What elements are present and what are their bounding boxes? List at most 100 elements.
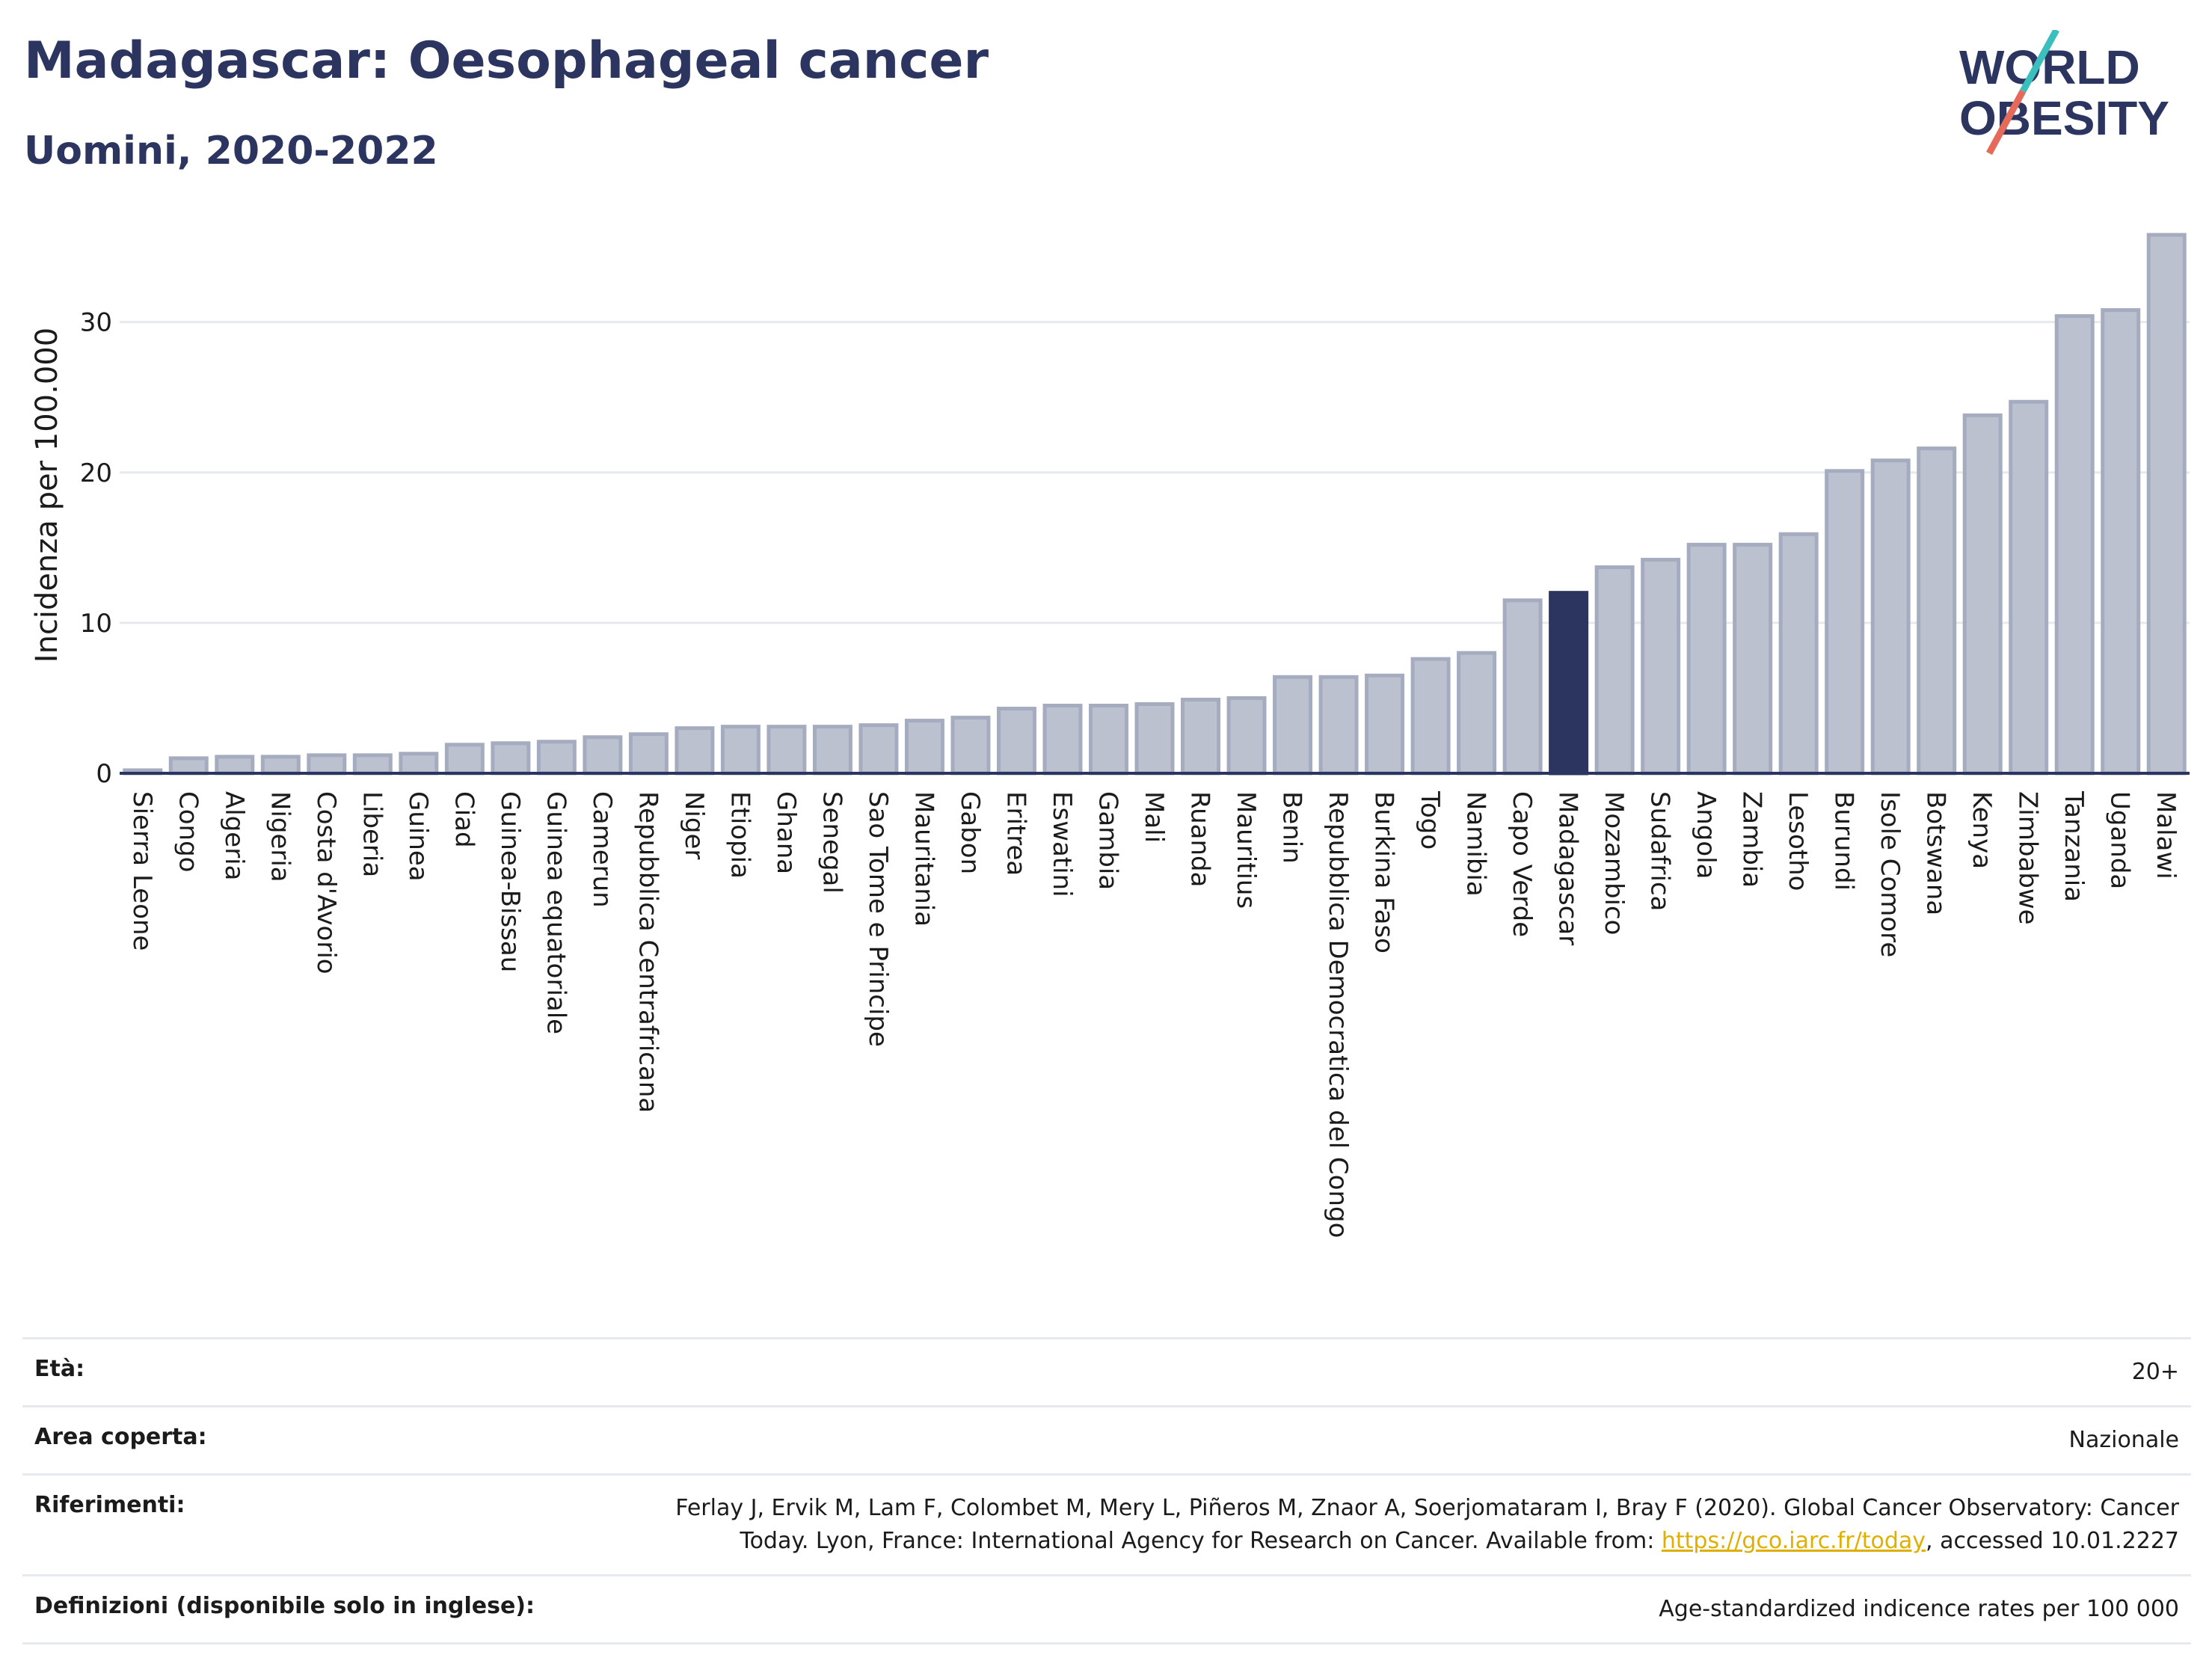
page-title: Madagascar: Oesophageal cancer [24, 31, 989, 90]
bar [1226, 696, 1267, 776]
y-tick-label: 20 [80, 458, 112, 488]
bar [2054, 314, 2095, 776]
bar [1088, 704, 1128, 776]
x-tick-label: Kenya [1967, 791, 1997, 869]
meta-row-definitions: Definizioni (disponibile solo in inglese… [22, 1574, 2191, 1645]
x-tick-label: Angola [1691, 791, 1721, 879]
x-tick-label: Madagascar [1553, 791, 1583, 945]
bar [168, 756, 209, 776]
x-tick-label: Mali [1139, 791, 1169, 843]
x-tick-label: Sao Tome e Principe [863, 791, 893, 1047]
bar [1686, 542, 1727, 776]
bar [491, 741, 531, 776]
bar [1502, 598, 1543, 776]
references-accessed: , accessed 10.01.2227 [1926, 1528, 2179, 1554]
x-tick-label: Nigeria [265, 791, 295, 882]
x-tick-label: Benin [1277, 791, 1307, 864]
meta-row-area: Area coperta: Nazionale [22, 1405, 2191, 1473]
y-tick-label: 30 [80, 308, 112, 338]
x-tick-label: Camerun [587, 791, 617, 908]
x-tick-label: Sierra Leone [127, 791, 157, 951]
page-subtitle: Uomini, 2020-2022 [24, 129, 438, 174]
x-tick-label: Mauritania [909, 791, 938, 927]
x-tick-label: Ghana [771, 791, 801, 874]
world-obesity-logo: WORLD OBESITY [1959, 30, 2169, 156]
x-tick-label: Gabon [955, 791, 985, 874]
y-axis-label: Incidenza per 100.000 [30, 328, 64, 663]
bar [536, 740, 577, 776]
x-tick-label: Malawi [2151, 791, 2181, 879]
x-tick-label: Repubblica Centrafricana [633, 791, 663, 1113]
bar [352, 753, 393, 776]
logo-slash-bottom [1986, 89, 2026, 156]
meta-label-area: Area coperta: [34, 1424, 207, 1450]
bar [1962, 413, 2003, 776]
x-tick-label: Eswatini [1047, 791, 1077, 897]
metadata-table: Età: 20+ Area coperta: Nazionale Riferim… [22, 1337, 2191, 1645]
x-tick-label: Lesotho [1783, 791, 1813, 891]
x-tick-label: Congo [173, 791, 203, 872]
bar [766, 725, 807, 776]
bar [720, 725, 761, 776]
x-tick-label: Burundi [1829, 791, 1859, 891]
bar [1365, 673, 1405, 776]
bar [399, 752, 439, 776]
x-tick-label: Ruanda [1185, 791, 1215, 887]
bar [444, 743, 485, 776]
bar [996, 707, 1036, 776]
bar [2009, 399, 2049, 776]
x-tick-label: Capo Verde [1507, 791, 1537, 937]
x-tick-label: Guinea equatoriale [541, 791, 571, 1034]
x-tick-label: Algeria [219, 791, 249, 880]
x-tick-label: Tanzania [2059, 790, 2089, 902]
x-tick-label: Etiopia [725, 791, 755, 879]
x-tick-label: Uganda [2105, 791, 2135, 889]
meta-label-definitions: Definizioni (disponibile solo in inglese… [34, 1593, 535, 1619]
bar [2101, 308, 2141, 776]
x-tick-label: Eritrea [1001, 791, 1030, 876]
x-tick-label: Gambia [1093, 791, 1122, 890]
x-tick-label: Zimbabwe [2013, 791, 2043, 925]
logo-slash-top [2020, 30, 2059, 93]
logo-word-obesity: OBESITY [1959, 91, 2169, 145]
meta-label-age: Età: [34, 1356, 85, 1382]
bar [260, 755, 301, 776]
bar [858, 723, 899, 776]
bar [1042, 704, 1083, 776]
x-tick-label: Guinea [403, 791, 433, 882]
x-tick-label: Costa d'Avorio [311, 791, 341, 974]
bar [1318, 675, 1359, 776]
bar [307, 753, 347, 776]
references-link[interactable]: https://gco.iarc.fr/today [1661, 1528, 1926, 1554]
bar [628, 732, 669, 776]
bar [1733, 542, 1773, 776]
bar [675, 726, 715, 776]
x-tick-label: Botswana [1921, 791, 1951, 915]
bar [1181, 697, 1221, 776]
x-tick-label: Liberia [357, 791, 387, 877]
x-tick-label: Ciad [449, 791, 479, 848]
meta-label-references: Riferimenti: [34, 1492, 185, 1518]
bar [812, 725, 852, 776]
x-tick-label: Mauritius [1231, 791, 1261, 909]
x-tick-label: Mozambico [1599, 791, 1629, 935]
x-tick-label: Burkina Faso [1369, 791, 1399, 954]
x-tick-label: Niger [679, 791, 709, 859]
bar [1778, 532, 1819, 776]
bar [1134, 701, 1175, 776]
x-tick-label: Guinea-Bissau [495, 791, 525, 972]
x-tick-label: Sudafrica [1645, 791, 1675, 911]
meta-value-area: Nazionale [2068, 1427, 2179, 1453]
x-tick-label: Zambia [1737, 791, 1767, 888]
bar [1825, 469, 1865, 776]
bar-chart: 0 10 20 30 Incidenza per 100.000 Sierra Leone… [30, 233, 2190, 1238]
bar [1641, 557, 1681, 776]
x-tick-label: Repubblica Democratica del Congo [1323, 791, 1353, 1238]
bar [1273, 675, 1313, 776]
meta-row-references: Riferimenti: Ferlay J, Ervik M, Lam F, C… [22, 1473, 2191, 1574]
bar [215, 755, 255, 776]
bar [583, 735, 623, 776]
meta-value-definitions: Age-standardized indicence rates per 100… [1659, 1596, 2179, 1622]
references-text: Ferlay J, Ervik M, Lam F, Colombet M, Me… [675, 1495, 2179, 1554]
bar [1870, 458, 1911, 776]
